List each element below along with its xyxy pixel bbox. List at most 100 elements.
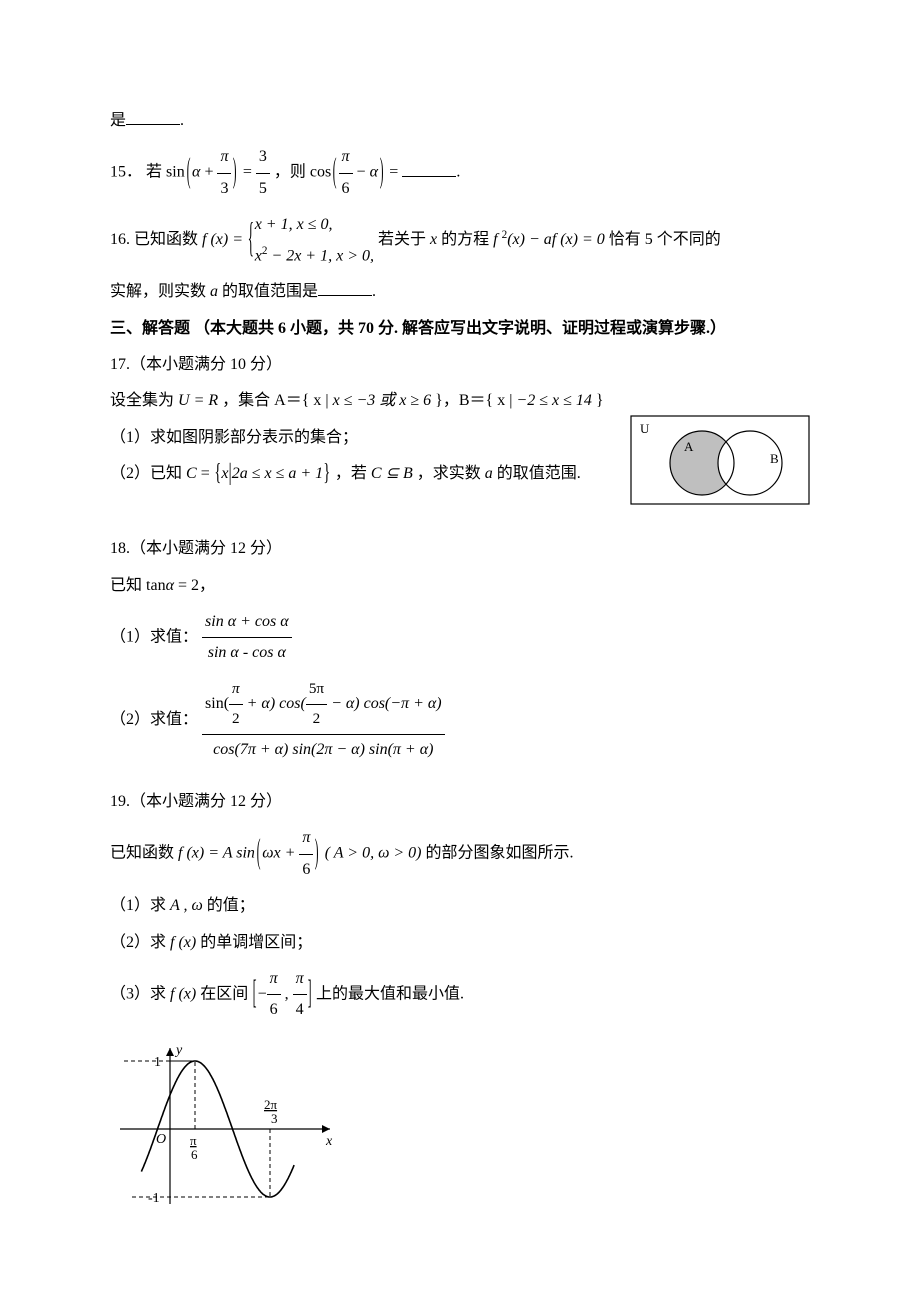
q16-l2b: 的取值范围是 bbox=[218, 283, 318, 300]
svg-text:π: π bbox=[190, 1133, 197, 1148]
q16-case2b: − 2x + 1, x > 0, bbox=[267, 247, 374, 264]
q14-blank bbox=[126, 108, 180, 125]
q17-setCvar: x bbox=[221, 465, 228, 482]
bracket-l-icon: [ bbox=[253, 963, 257, 1027]
q19-p1: （1）求 A , ω 的值； bbox=[110, 891, 810, 921]
brace-l-icon-2: { bbox=[214, 452, 221, 498]
q17-head: 17.（本小题满分 10 分） bbox=[110, 350, 810, 380]
q19-fx3: f (x) bbox=[170, 985, 196, 1002]
q18-p1: （1）求值： sin α + cos α sin α - cos α bbox=[110, 607, 810, 669]
q16-eqna: f bbox=[493, 231, 501, 248]
svg-text:U: U bbox=[640, 421, 650, 436]
q17-sub: C ⊆ B bbox=[371, 465, 413, 482]
q19-frac-pi4: π4 bbox=[293, 964, 307, 1026]
q17-l1d: } bbox=[592, 392, 604, 409]
q16-pre: 已知函数 bbox=[134, 231, 202, 248]
q19-l1b: 的部分图象如图所示. bbox=[426, 845, 574, 862]
q18-l1: 已知 tanα = 2， bbox=[110, 571, 810, 601]
q19-comma: , bbox=[281, 985, 293, 1002]
q16-eqnb: (x) − af (x) = 0 bbox=[507, 231, 605, 248]
q18-p2-frac: sin(π2 + α) cos(5π2 − α) cos(−π + α) cos… bbox=[202, 675, 445, 765]
section3-heading: 三、解答题 （本大题共 6 小题，共 70 分. 解答应写出文字说明、证明过程或… bbox=[110, 314, 810, 344]
q19-p2a: （2）求 bbox=[110, 934, 170, 951]
q15-frac-pi3: π3 bbox=[217, 142, 231, 204]
q17-p2b: = bbox=[197, 465, 214, 482]
q19-p3c: 上的最大值和最小值. bbox=[316, 985, 464, 1002]
paren-l-icon-2: ( bbox=[333, 140, 337, 207]
q16-mid3: 恰有 5 个不同的 bbox=[609, 231, 721, 248]
q16-case1: x + 1, x ≤ 0, bbox=[255, 210, 374, 240]
q16-line1: 16. 已知函数 f (x) = { x + 1, x ≤ 0, x2 − 2x… bbox=[110, 210, 810, 271]
q15-end: . bbox=[456, 164, 460, 181]
q18-p2: （2）求值： sin(π2 + α) cos(5π2 − α) cos(−π +… bbox=[110, 675, 810, 765]
q17-setA: x ≤ −3 或 x ≥ 6 bbox=[333, 392, 432, 409]
q17-setCbar: | bbox=[229, 452, 232, 498]
q19-l1a: 已知函数 bbox=[110, 845, 178, 862]
q18-head: 18.（本小题满分 12 分） bbox=[110, 534, 810, 564]
q17-p2a: （2）已知 bbox=[110, 465, 186, 482]
q15-cos: cos bbox=[310, 164, 331, 181]
q16-l2a: 实解，则实数 bbox=[110, 283, 210, 300]
q15-frac-35: 35 bbox=[256, 142, 270, 204]
q17-setB: −2 ≤ x ≤ 14 bbox=[516, 392, 591, 409]
q17-p2e: 的取值范围. bbox=[493, 465, 581, 482]
q18-l1b: ， bbox=[199, 577, 215, 594]
q16-blank bbox=[318, 279, 372, 296]
q17-line1: 设全集为 U = R ，集合 A＝{ x | x ≤ −3 或 x ≥ 6 }，… bbox=[110, 386, 810, 416]
q16-avar: a bbox=[210, 283, 218, 300]
q19-graph: yxO1-1π62π3 bbox=[110, 1034, 810, 1225]
paren-r-icon: ) bbox=[233, 140, 237, 207]
q19-fx: f (x) = A sin bbox=[178, 845, 255, 862]
q15-sin: sin bbox=[166, 164, 185, 181]
brace-r-icon-2: } bbox=[324, 452, 331, 498]
bracket-r-icon: ] bbox=[307, 963, 311, 1027]
q16-end: . bbox=[372, 283, 376, 300]
q16-case2a: x bbox=[255, 247, 262, 264]
svg-text:6: 6 bbox=[191, 1147, 198, 1162]
q16-num: 16. bbox=[110, 231, 134, 248]
q15-alpha1: α bbox=[192, 164, 200, 181]
q15-line: 15． 若 sin(α + π3) = 35 ，则 cos(π6 − α) = … bbox=[110, 142, 810, 204]
paren-r-icon-2: ) bbox=[380, 140, 384, 207]
venn-diagram: UAB bbox=[630, 415, 810, 516]
q17-p2d: ，求实数 bbox=[413, 465, 485, 482]
q19-frac-pi6-2: π6 bbox=[267, 964, 281, 1026]
svg-text:3: 3 bbox=[271, 1111, 278, 1126]
q16-line2: 实解，则实数 a 的取值范围是. bbox=[110, 277, 810, 307]
q14-line: 是. bbox=[110, 106, 810, 136]
q15-minus: − bbox=[357, 164, 366, 181]
q18-eq2: = 2 bbox=[174, 577, 199, 594]
q18-p1-label: （1）求值： bbox=[110, 629, 198, 646]
q15-pre: 若 bbox=[146, 164, 162, 181]
q17-U: U = R bbox=[178, 392, 218, 409]
q16-mid2: 的方程 bbox=[437, 231, 493, 248]
q15-num: 15． bbox=[110, 164, 142, 181]
q18-l1a: 已知 bbox=[110, 577, 146, 594]
q16-mid: 若关于 bbox=[378, 231, 430, 248]
q19-neg: − bbox=[258, 985, 267, 1002]
q15-plus: + bbox=[204, 164, 213, 181]
svg-text:O: O bbox=[156, 1132, 166, 1147]
q19-p1b: 的值； bbox=[203, 897, 255, 914]
brace-l-icon: { bbox=[248, 201, 254, 280]
q19-p2b: 的单调增区间； bbox=[196, 934, 312, 951]
q15-eq1: = bbox=[243, 164, 252, 181]
q19-Aw: A , ω bbox=[170, 897, 203, 914]
q19-p3: （3）求 f (x) 在区间 [−π6 , π4] 上的最大值和最小值. bbox=[110, 964, 810, 1026]
q17-l1b: ，集合 A＝{ x | bbox=[218, 392, 332, 409]
q14-suffix: . bbox=[180, 112, 184, 129]
q15-mid: ，则 bbox=[274, 164, 306, 181]
q18-alpha: α bbox=[166, 577, 174, 594]
q16-fx: f (x) = bbox=[202, 231, 247, 248]
paren-l-icon: ( bbox=[187, 140, 191, 207]
q17-l1c: }，B＝{ x | bbox=[431, 392, 516, 409]
q16-piecewise: { x + 1, x ≤ 0, x2 − 2x + 1, x > 0, bbox=[247, 210, 374, 271]
q19-p3b: 在区间 bbox=[196, 985, 252, 1002]
q19-p3a: （3）求 bbox=[110, 985, 170, 1002]
q19-p1a: （1）求 bbox=[110, 897, 170, 914]
q17-C: C bbox=[186, 465, 197, 482]
q15-blank bbox=[402, 160, 456, 177]
q15-frac-pi6: π6 bbox=[339, 142, 353, 204]
svg-text:B: B bbox=[770, 451, 779, 466]
q19-frac-pi6: π6 bbox=[299, 823, 313, 885]
